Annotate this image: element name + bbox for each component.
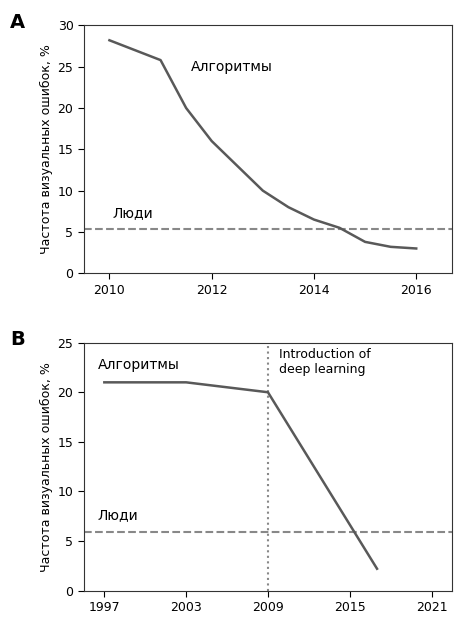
Y-axis label: Частота визуальных ошибок, %: Частота визуальных ошибок, % bbox=[41, 44, 54, 254]
Text: Introduction of
deep learning: Introduction of deep learning bbox=[279, 347, 370, 376]
Text: Алгоритмы: Алгоритмы bbox=[97, 358, 179, 373]
Text: B: B bbox=[10, 330, 25, 349]
Text: Люди: Люди bbox=[97, 508, 138, 522]
Text: A: A bbox=[10, 13, 25, 32]
Y-axis label: Частота визуальных ошибок, %: Частота визуальных ошибок, % bbox=[41, 362, 54, 572]
Text: Люди: Люди bbox=[112, 206, 153, 220]
Text: Алгоритмы: Алгоритмы bbox=[191, 60, 273, 74]
